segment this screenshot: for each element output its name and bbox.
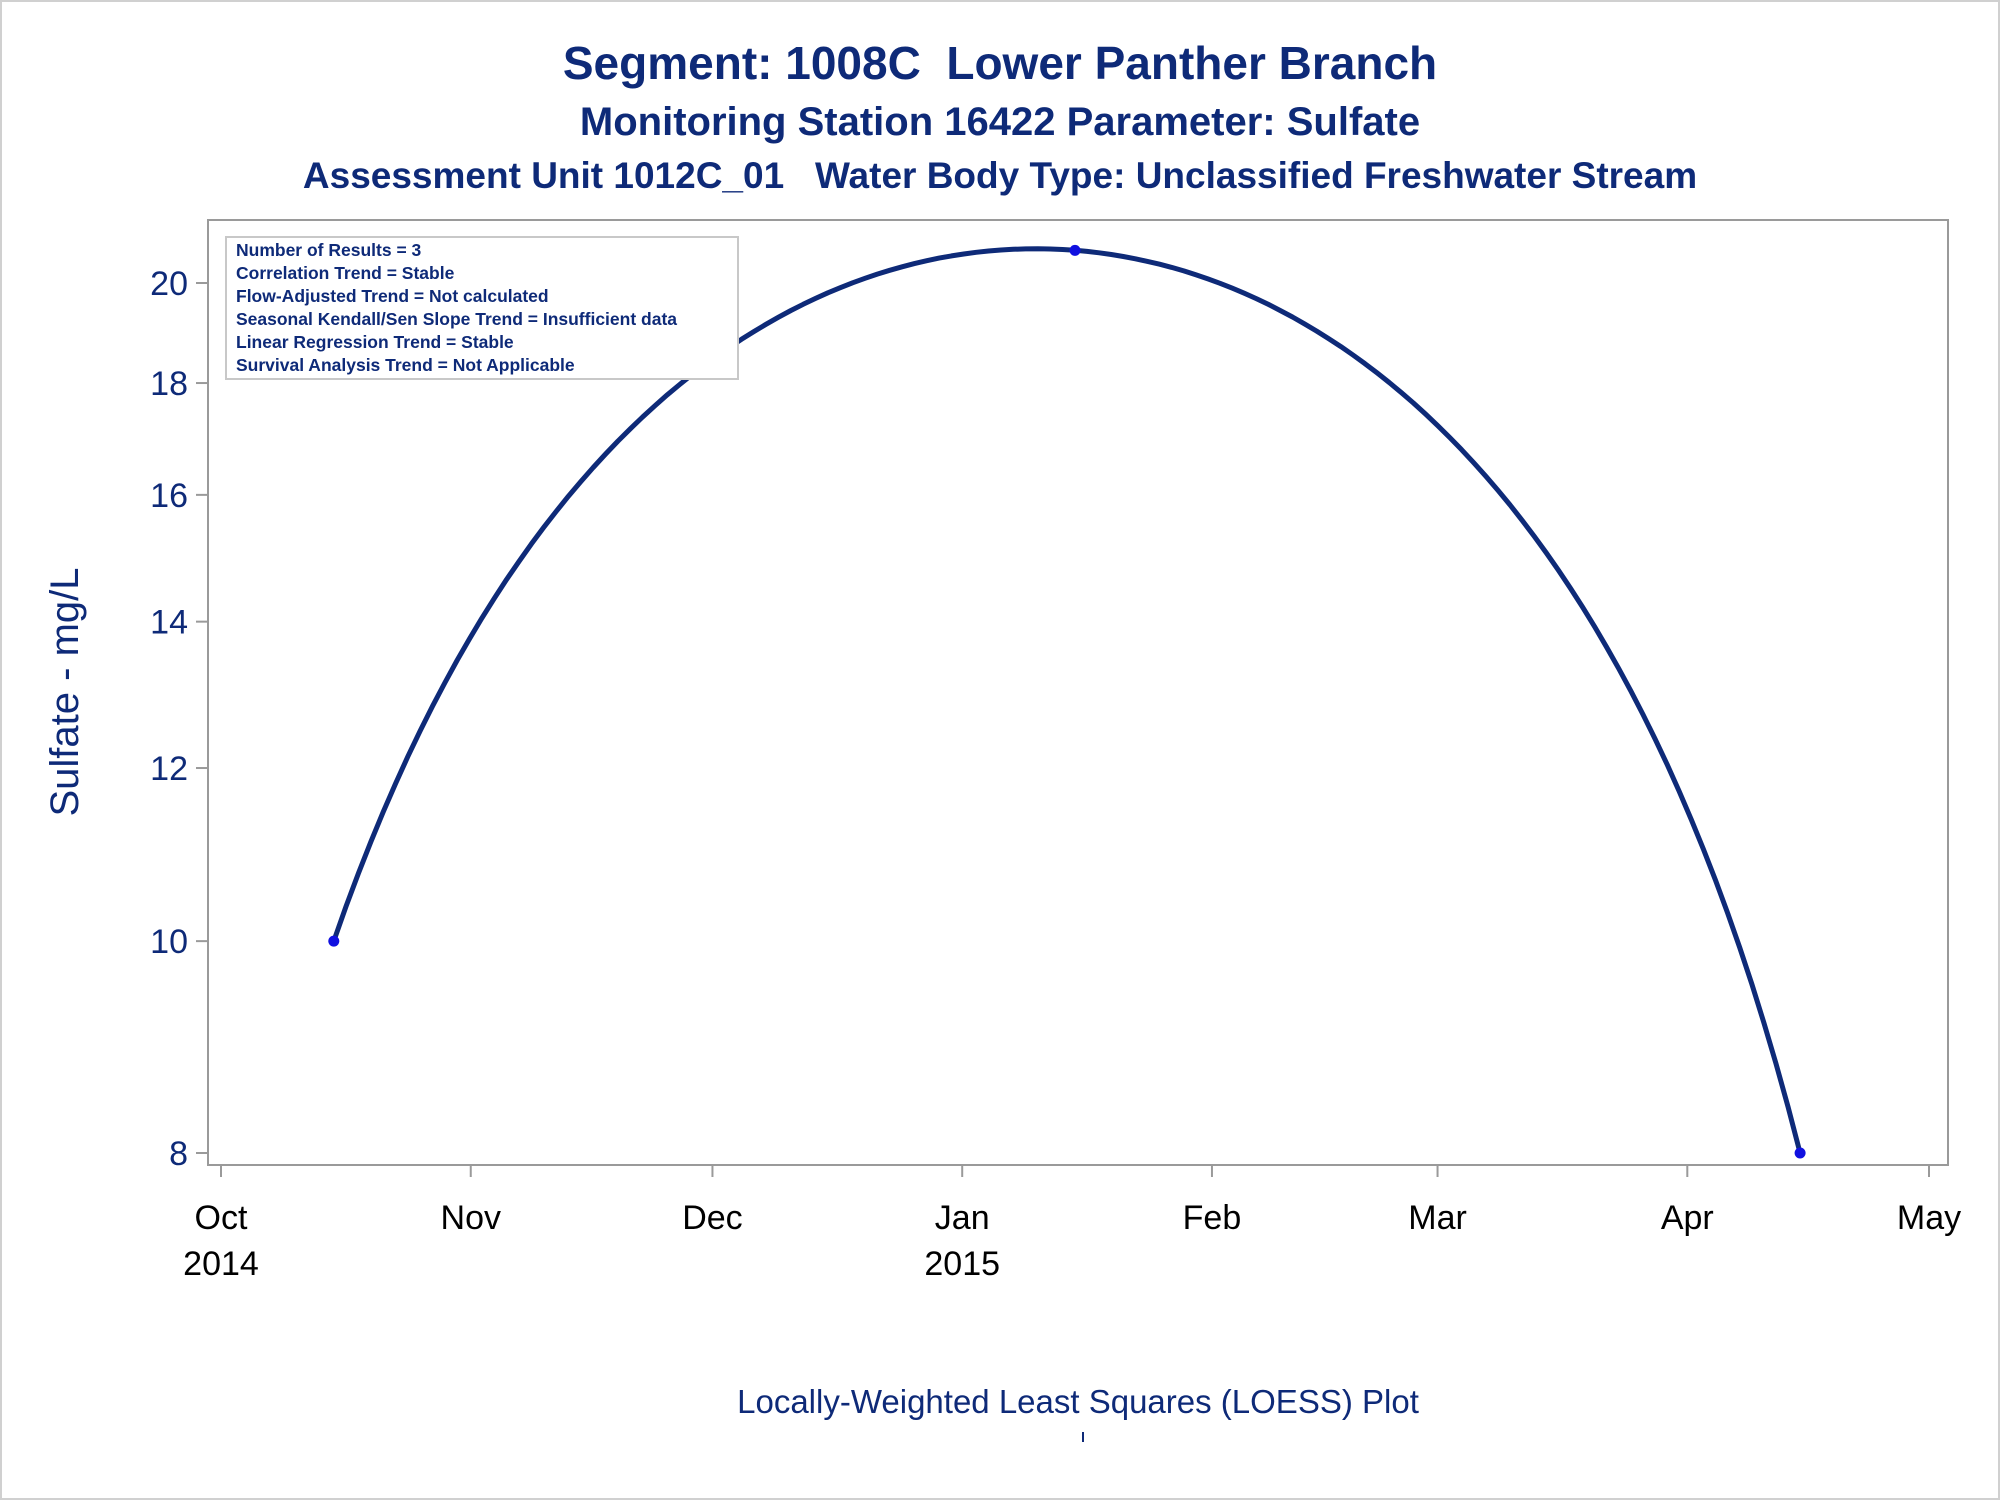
x-tick-year-label: 2014 (183, 1245, 259, 1283)
x-tick-label: Oct (195, 1199, 248, 1237)
inset-line-linear-regression: Linear Regression Trend = Stable (236, 332, 514, 352)
chart-subtitle-assessment: Assessment Unit 1012C_01 Water Body Type… (302, 155, 1698, 196)
y-tick-label: 10 (150, 923, 188, 961)
x-tick-label: Feb (1183, 1199, 1242, 1237)
x-tick-label: Dec (682, 1199, 742, 1237)
y-tick-label: 12 (150, 750, 188, 788)
x-tick-label: Mar (1408, 1199, 1467, 1237)
inset-line-survival-analysis: Survival Analysis Trend = Not Applicable (236, 355, 575, 375)
y-tick-label: 18 (150, 365, 188, 403)
x-tick-year-label: 2015 (924, 1245, 1000, 1283)
footnote: Locally-Weighted Least Squares (LOESS) P… (737, 1383, 1419, 1420)
chart-title: Segment: 1008C Lower Panther Branch (562, 37, 1438, 89)
chart-subtitle-station: Monitoring Station 16422 Parameter: Sulf… (579, 100, 1421, 144)
data-point-marker (1794, 1147, 1806, 1159)
y-tick-label: 14 (150, 604, 188, 642)
y-tick-label: 8 (169, 1135, 188, 1173)
trend-summary-box: Number of Results = 3 Correlation Trend … (225, 236, 739, 380)
x-tick-label: Jan (935, 1199, 990, 1237)
x-tick-label: Nov (441, 1199, 501, 1237)
inset-line-results: Number of Results = 3 (236, 240, 422, 260)
data-point-marker (1069, 244, 1081, 256)
x-tick-label: May (1897, 1199, 1961, 1237)
y-tick-label: 16 (150, 477, 188, 515)
data-point-marker (328, 935, 340, 947)
inset-line-flow-adjusted: Flow-Adjusted Trend = Not calculated (236, 286, 549, 306)
inset-line-correlation: Correlation Trend = Stable (236, 263, 455, 283)
y-tick-label: 20 (150, 265, 188, 303)
x-tick-label: Apr (1661, 1199, 1714, 1237)
inset-line-seasonal-kendall: Seasonal Kendall/Sen Slope Trend = Insuf… (236, 309, 678, 329)
y-axis-label: Sulfate - mg/L (43, 567, 87, 816)
